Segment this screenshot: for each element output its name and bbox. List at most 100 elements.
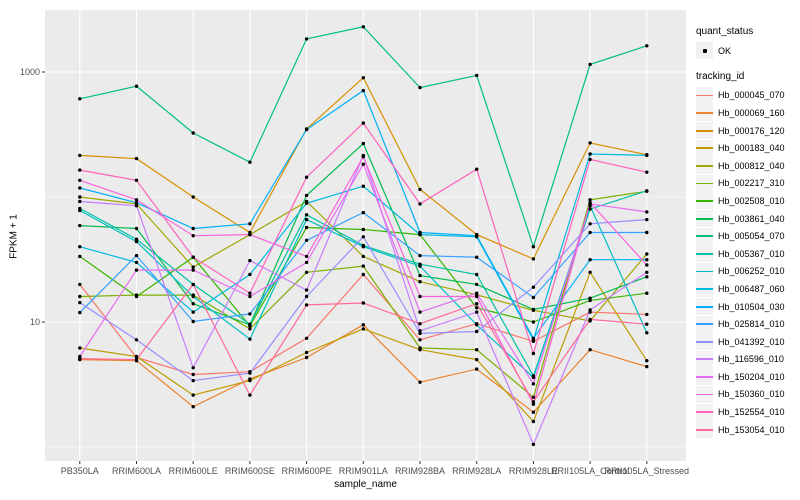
legend-entry-label: Hb_000069_160 [718, 107, 785, 118]
data-point [418, 338, 422, 342]
x-tick-label: RRII105LA_Control [551, 466, 629, 476]
legend-entry: Hb_002508_010 [696, 192, 798, 210]
legend-entry: Hb_005367_010 [696, 245, 798, 263]
data-point [134, 237, 139, 241]
data-point [588, 270, 592, 274]
legend-line-swatch [696, 288, 713, 290]
legend-entry-label: Hb_025814_010 [718, 319, 785, 330]
data-point [645, 189, 649, 193]
data-point [134, 84, 139, 88]
legend-entry-label: Hb_003861_040 [718, 213, 785, 224]
legend-entry-label: Hb_116596_010 [718, 354, 784, 365]
legend-entry-label: Hb_000176_120 [718, 125, 785, 136]
data-point [588, 201, 592, 205]
data-point [645, 312, 649, 317]
data-point [304, 175, 309, 179]
data-point [248, 232, 252, 237]
data-point [531, 375, 536, 380]
data-point [531, 257, 536, 261]
data-point [248, 222, 252, 226]
legend-entry-label: Hb_000812_040 [718, 160, 785, 171]
legend-entry: Hb_006487_060 [696, 280, 798, 298]
x-tick-label: RRII105LA_Stressed [605, 466, 690, 476]
data-point [418, 230, 422, 235]
legend-line-swatch [696, 358, 713, 361]
data-point [304, 260, 309, 265]
data-point [78, 282, 82, 287]
data-point [418, 329, 422, 333]
legend-entry-label: Hb_150204_010 [718, 371, 785, 382]
data-point [304, 37, 309, 41]
data-point [531, 410, 536, 414]
legend-key-box [696, 42, 713, 60]
legend-entry: Hb_000176_120 [696, 122, 798, 140]
data-point [588, 152, 592, 156]
legend-entry: Hb_150204_010 [696, 368, 798, 386]
data-point [645, 364, 649, 369]
x-tick-label: RRIM600LA [112, 466, 161, 476]
data-point [361, 254, 365, 259]
data-point [531, 442, 536, 447]
legend-line-swatch [696, 182, 713, 185]
x-tick-label: RRIM901LA [339, 466, 388, 476]
data-point [361, 327, 365, 331]
data-point [531, 320, 536, 324]
legend-key-box [696, 86, 713, 104]
data-point [418, 346, 422, 350]
data-point [418, 380, 422, 384]
data-point [475, 73, 479, 78]
data-point [191, 131, 195, 135]
data-point [418, 310, 422, 314]
x-tick-label: RRIM928LA [452, 466, 501, 476]
data-point [191, 294, 195, 299]
legend-entry: Hb_000812_040 [696, 157, 798, 175]
legend-title-tracking-id: tracking_id [696, 70, 745, 82]
data-point [134, 201, 139, 205]
legend-entry: Hb_116596_010 [696, 350, 798, 369]
data-point [645, 270, 649, 274]
data-point [588, 348, 592, 352]
data-point [361, 25, 365, 29]
legend-entry-label: Hb_000183_040 [718, 143, 785, 154]
legend-key-box [696, 280, 713, 298]
data-point [645, 210, 649, 214]
data-point [475, 329, 479, 334]
data-point [191, 268, 195, 272]
data-point [475, 255, 479, 259]
data-point [248, 371, 252, 375]
data-point [191, 378, 195, 383]
data-point [304, 303, 309, 307]
data-point [78, 208, 82, 213]
data-point [475, 348, 479, 352]
data-point [645, 322, 649, 326]
data-point [361, 76, 365, 80]
data-point [304, 254, 309, 259]
legend-entry-label: Hb_005054_070 [718, 231, 785, 242]
data-point [361, 210, 365, 215]
data-point [418, 322, 422, 326]
data-point [645, 331, 649, 335]
data-point [531, 285, 536, 289]
legend-line-swatch [696, 305, 713, 308]
legend-entry-label: Hb_153054_010 [718, 424, 785, 435]
legend-entry: Hb_000045_070 [696, 86, 798, 105]
legend-entry: Hb_152554_010 [696, 403, 798, 421]
data-point [361, 184, 365, 188]
data-point [78, 168, 82, 172]
data-point [304, 238, 309, 242]
data-point [645, 252, 649, 256]
x-tick-label: RRIM600LE [169, 466, 218, 476]
legend-key-box [696, 210, 713, 228]
data-point [475, 272, 479, 277]
x-tick-label: RRIM928LE [509, 466, 558, 476]
data-point [475, 234, 479, 238]
legend-line-swatch [696, 94, 713, 97]
data-point [588, 62, 592, 67]
data-point [304, 288, 309, 292]
legend-key-box [696, 245, 713, 263]
data-point [304, 350, 309, 355]
data-point [588, 230, 592, 235]
data-point [248, 322, 252, 326]
data-point [475, 167, 479, 171]
